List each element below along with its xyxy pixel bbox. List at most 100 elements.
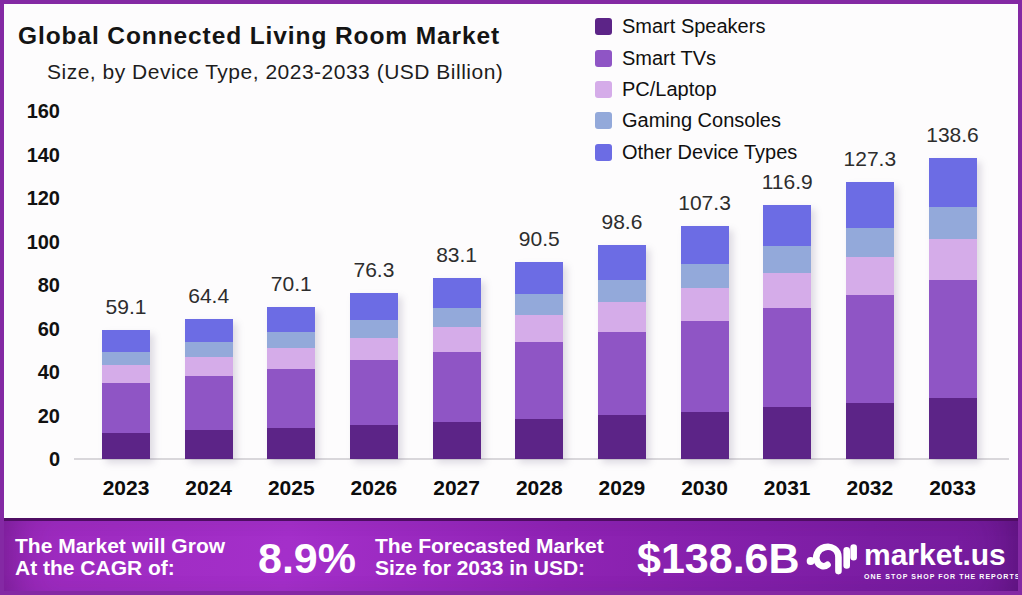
bar-segment-smart-tvs[interactable] <box>929 280 977 398</box>
bar-total-label: 83.1 <box>412 244 502 266</box>
bar-segment-smart-speakers[interactable] <box>929 398 977 459</box>
bar-segment-smart-speakers[interactable] <box>763 407 811 459</box>
bar-segment-gaming-consoles[interactable] <box>433 308 481 327</box>
bar-2025[interactable] <box>267 307 315 459</box>
x-axis-label: 2026 <box>329 476 419 500</box>
bar-segment-other-device-types[interactable] <box>102 330 150 351</box>
bar-total-label: 98.6 <box>577 211 667 233</box>
bar-chart: 02040608010012014016059.1202364.4202470.… <box>4 4 1018 518</box>
bar-segment-smart-tvs[interactable] <box>350 360 398 425</box>
y-axis-tick-label: 0 <box>8 449 60 469</box>
bar-segment-pc-laptop[interactable] <box>846 257 894 295</box>
bar-segment-other-device-types[interactable] <box>185 319 233 342</box>
footer-banner: The Market will Grow At the CAGR of: 8.9… <box>4 518 1018 591</box>
bar-segment-pc-laptop[interactable] <box>433 327 481 352</box>
bar-2029[interactable] <box>598 245 646 459</box>
x-axis-label: 2025 <box>246 476 336 500</box>
y-axis-tick-label: 60 <box>8 319 60 339</box>
bar-segment-pc-laptop[interactable] <box>763 273 811 308</box>
bar-2024[interactable] <box>185 319 233 459</box>
bar-segment-other-device-types[interactable] <box>515 262 563 294</box>
bar-segment-smart-speakers[interactable] <box>102 433 150 459</box>
bar-segment-other-device-types[interactable] <box>598 245 646 280</box>
forecast-label: The Forecasted Market Size for 2033 in U… <box>375 535 604 579</box>
bar-2028[interactable] <box>515 262 563 459</box>
cagr-label-line1: The Market will Grow <box>15 535 225 557</box>
bar-segment-gaming-consoles[interactable] <box>267 332 315 348</box>
bar-segment-smart-tvs[interactable] <box>598 332 646 416</box>
bar-total-label: 59.1 <box>81 296 171 318</box>
bar-total-label: 76.3 <box>329 259 419 281</box>
bar-2023[interactable] <box>102 330 150 459</box>
x-axis-label: 2031 <box>742 476 832 500</box>
brand-logo[interactable]: market.us ONE STOP SHOP FOR THE REPORTS <box>806 537 1020 580</box>
brand-tagline: ONE STOP SHOP FOR THE REPORTS <box>864 573 1020 580</box>
bar-segment-gaming-consoles[interactable] <box>350 320 398 337</box>
bar-total-label: 138.6 <box>908 124 998 146</box>
bar-segment-gaming-consoles[interactable] <box>846 228 894 257</box>
bar-segment-smart-speakers[interactable] <box>433 422 481 459</box>
bar-segment-smart-tvs[interactable] <box>267 369 315 428</box>
bar-segment-smart-tvs[interactable] <box>515 342 563 419</box>
bar-segment-smart-tvs[interactable] <box>681 321 729 412</box>
bar-segment-pc-laptop[interactable] <box>515 315 563 342</box>
bar-segment-smart-speakers[interactable] <box>681 412 729 459</box>
bar-segment-other-device-types[interactable] <box>267 307 315 332</box>
bar-2027[interactable] <box>433 278 481 459</box>
bar-segment-other-device-types[interactable] <box>929 158 977 207</box>
x-axis-label: 2024 <box>164 476 254 500</box>
bar-segment-pc-laptop[interactable] <box>102 365 150 383</box>
bar-2031[interactable] <box>763 205 811 459</box>
bar-segment-pc-laptop[interactable] <box>929 239 977 281</box>
bar-segment-other-device-types[interactable] <box>846 182 894 227</box>
bar-segment-gaming-consoles[interactable] <box>102 352 150 365</box>
bar-total-label: 127.3 <box>825 148 915 170</box>
bar-segment-smart-tvs[interactable] <box>763 308 811 407</box>
bar-segment-smart-speakers[interactable] <box>185 430 233 458</box>
bar-2032[interactable] <box>846 182 894 459</box>
bar-segment-gaming-consoles[interactable] <box>598 280 646 303</box>
bar-segment-smart-speakers[interactable] <box>598 415 646 459</box>
bar-segment-pc-laptop[interactable] <box>350 338 398 361</box>
bar-segment-other-device-types[interactable] <box>763 205 811 247</box>
bar-segment-smart-tvs[interactable] <box>846 295 894 403</box>
bar-segment-gaming-consoles[interactable] <box>185 342 233 357</box>
bar-2030[interactable] <box>681 226 729 459</box>
bar-segment-pc-laptop[interactable] <box>267 348 315 369</box>
bar-segment-smart-speakers[interactable] <box>267 428 315 459</box>
brand-name: market.us <box>864 540 1020 570</box>
bar-total-label: 116.9 <box>742 171 832 193</box>
cagr-value: 8.9% <box>258 536 356 580</box>
bar-segment-smart-tvs[interactable] <box>185 376 233 431</box>
bar-total-label: 70.1 <box>246 273 336 295</box>
bar-segment-gaming-consoles[interactable] <box>515 294 563 315</box>
bar-2026[interactable] <box>350 293 398 459</box>
cagr-label: The Market will Grow At the CAGR of: <box>15 535 225 579</box>
bar-total-label: 90.5 <box>494 228 584 250</box>
cagr-label-line2: At the CAGR of: <box>15 557 225 579</box>
bar-segment-pc-laptop[interactable] <box>185 357 233 376</box>
bar-segment-smart-tvs[interactable] <box>102 383 150 433</box>
bar-segment-smart-speakers[interactable] <box>350 425 398 459</box>
y-axis-tick-label: 80 <box>8 275 60 295</box>
bar-total-label: 64.4 <box>164 285 254 307</box>
bar-segment-other-device-types[interactable] <box>433 278 481 308</box>
infographic-page: Global Connected Living Room Market Size… <box>0 0 1022 595</box>
bar-segment-gaming-consoles[interactable] <box>681 264 729 289</box>
bar-2033[interactable] <box>929 158 977 459</box>
bar-segment-gaming-consoles[interactable] <box>929 207 977 239</box>
bar-segment-pc-laptop[interactable] <box>598 302 646 332</box>
bar-segment-gaming-consoles[interactable] <box>763 246 811 273</box>
forecast-label-line2: Size for 2033 in USD: <box>375 557 604 579</box>
bar-segment-other-device-types[interactable] <box>681 226 729 264</box>
y-axis-tick-label: 140 <box>8 145 60 165</box>
x-axis-label: 2023 <box>81 476 171 500</box>
y-axis-tick-label: 40 <box>8 362 60 382</box>
bar-segment-pc-laptop[interactable] <box>681 288 729 320</box>
bar-segment-other-device-types[interactable] <box>350 293 398 320</box>
bar-segment-smart-speakers[interactable] <box>846 403 894 459</box>
y-axis-tick-label: 100 <box>8 232 60 252</box>
bar-segment-smart-speakers[interactable] <box>515 419 563 459</box>
bar-segment-smart-tvs[interactable] <box>433 352 481 422</box>
y-axis-tick-label: 20 <box>8 406 60 426</box>
